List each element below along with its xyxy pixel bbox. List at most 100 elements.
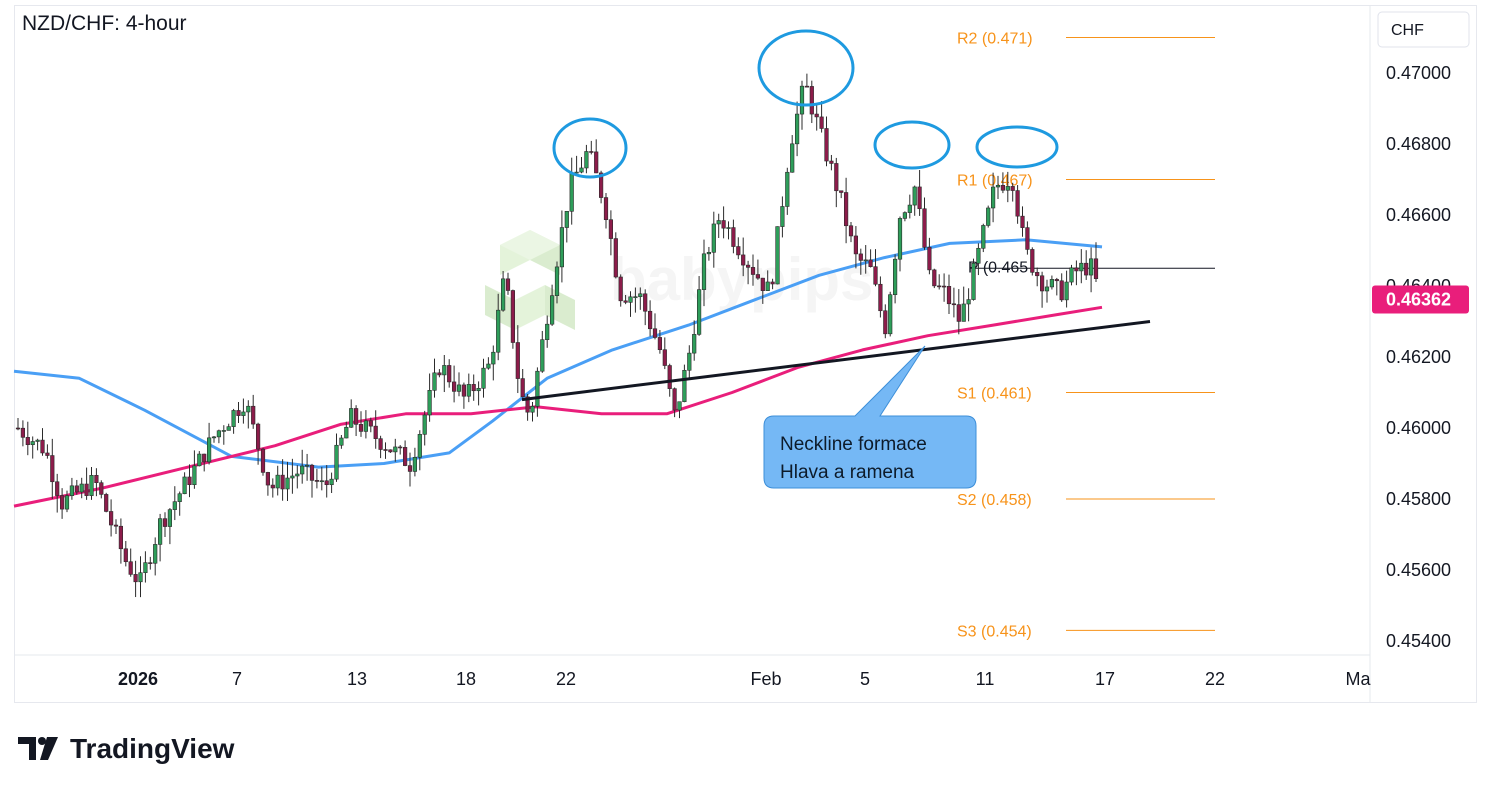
candle-body [280,474,285,490]
callout-line-1: Neckline formace [780,434,927,455]
candle-body [922,208,927,248]
date-axis[interactable]: 2026 7 13 18 22 Feb 5 11 17 22 Ma [118,669,1372,689]
date-tick-label: 17 [1095,669,1115,689]
candle-body [1030,249,1035,273]
candle-body [393,446,398,453]
candle-body [383,449,388,451]
candle-body [260,448,266,473]
candle-body [236,410,241,416]
pink-moving-average [13,305,1103,508]
candle-body [241,411,246,416]
candle-body [456,384,462,392]
pivot-label: P (0.465 [968,259,1028,276]
candlesticks [15,73,1099,598]
candle-body [373,425,378,439]
symbol-title: NZD/CHF: 4-hour [22,12,187,35]
candle-body [207,437,212,463]
candle-body [69,485,74,496]
candle-body [589,151,594,153]
candle-body [275,474,280,489]
candle-body [216,430,222,438]
candle-body [1074,267,1079,272]
candle-body [736,246,741,256]
candle-body [907,204,912,213]
candle-body [687,352,692,371]
candle-body [1015,190,1020,217]
candle-body [643,293,648,312]
candle-body [829,160,834,164]
candle-body [638,293,643,297]
currency-label: CHF [1391,22,1424,39]
candle-body [451,381,457,392]
left-shoulder-circle [552,117,628,179]
candle-body [226,426,231,431]
candle-body [398,446,403,449]
pivot-label: S3 (0.454) [957,623,1032,640]
candle-body [824,128,829,162]
candle-body [941,285,947,288]
candle-body [804,85,809,88]
candle-body [603,197,609,221]
candle-body [667,365,672,389]
currency-button[interactable]: CHF [1377,11,1470,48]
candle-body [780,206,785,227]
last-price-value: 0.46362 [1386,289,1451,309]
date-tick-label: 18 [456,669,476,689]
candle-body [510,290,516,343]
candle-body [834,163,839,192]
candle-body [339,437,344,446]
last-price-tag: 0.46362 [1372,285,1469,314]
candle-body [863,259,868,262]
candle-body [407,465,413,472]
candle-body [711,223,716,253]
candle-body [192,465,197,486]
candle-body [584,151,589,169]
head-circle [757,29,855,107]
candle-body [912,186,917,206]
candle-body [981,225,986,249]
pivot-label: S1 (0.461) [957,386,1032,403]
candle-body [285,477,290,490]
candle-body [716,220,721,225]
candle-body [94,475,99,484]
date-tick-label: 13 [347,669,367,689]
candle-body [324,480,329,486]
candle-body [427,390,432,416]
candle-body [412,456,418,472]
neckline-trendline[interactable] [521,320,1151,402]
candle-body [290,475,295,479]
candle-body [133,574,138,583]
candle-body [1084,262,1089,276]
candle-body [113,524,119,527]
candle-body [1044,286,1050,292]
candle-body [1025,227,1030,250]
date-tick-label: Feb [750,669,781,689]
candle-body [79,483,84,493]
price-tick-label: 0.45400 [1386,631,1451,651]
candle-body [951,303,956,306]
candle-body [143,562,148,574]
price-axis[interactable]: 0.470000.468000.466000.464000.462000.460… [1386,63,1451,651]
candle-body [750,267,756,275]
candle-body [868,259,873,267]
chart-panel[interactable] [14,5,1477,703]
candle-body [515,342,520,379]
candle-body [883,310,888,335]
candle-body [167,509,173,527]
candle-body [540,339,545,372]
candle-body [1049,279,1054,288]
date-tick-label: 2026 [118,669,158,689]
candle-body [402,447,408,466]
candle-body [138,572,143,583]
candle-body [1005,186,1010,191]
candle-body [295,473,300,477]
candle-body [888,294,893,335]
date-tick-label: 7 [232,669,242,689]
candle-body [598,172,604,198]
candle-body [878,283,883,312]
candle-body [1059,280,1064,301]
candle-body [858,253,863,261]
candle-body [520,378,525,398]
candle-body [755,274,760,279]
